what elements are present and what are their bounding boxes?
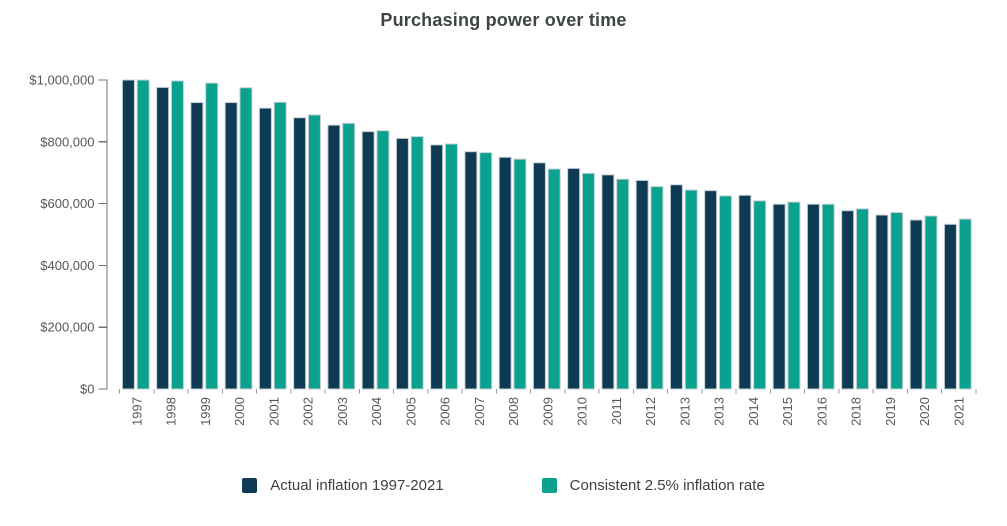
chart-legend: Actual inflation 1997-2021 Consistent 2.… [0, 477, 1007, 494]
bar-consistent-2013-16 [684, 189, 698, 390]
x-axis-label: 2013 [677, 397, 692, 426]
x-axis-label: 2003 [335, 397, 350, 426]
bar-actual-2019-22 [875, 214, 889, 390]
bar-actual-1999-2 [190, 102, 204, 390]
bar-consistent-2005-8 [410, 136, 424, 390]
bar-actual-2008-11 [498, 156, 512, 390]
y-axis-label: $1,000,000 [29, 73, 94, 88]
bar-actual-2002-5 [293, 117, 307, 390]
legend-swatch-actual-inflation [242, 478, 258, 493]
bar-actual-2005-8 [395, 137, 409, 390]
bar-actual-2010-13 [567, 167, 581, 390]
x-axis-label: 1998 [164, 397, 179, 426]
y-axis-label: $600,000 [40, 196, 94, 211]
bar-actual-2001-4 [258, 107, 272, 390]
y-axis-label: $400,000 [40, 258, 94, 273]
bar-consistent-1998-1 [170, 80, 184, 390]
x-axis-label: 2004 [369, 397, 384, 426]
bar-consistent-2021-24 [958, 218, 972, 390]
legend-item-actual-inflation: Actual inflation 1997-2021 [242, 477, 444, 494]
x-axis-label: 1999 [198, 397, 213, 426]
x-axis-label: 2007 [472, 397, 487, 426]
bar-consistent-2013-17 [718, 195, 732, 390]
bar-consistent-2002-5 [307, 114, 321, 390]
bar-actual-2016-20 [806, 203, 820, 390]
x-axis-label: 2002 [301, 397, 316, 426]
bar-actual-2014-18 [738, 194, 752, 390]
bar-actual-2013-16 [669, 184, 683, 390]
bar-consistent-2003-6 [342, 122, 356, 390]
x-axis-label: 2021 [951, 397, 966, 426]
x-axis-label: 2013 [712, 397, 727, 426]
bar-consistent-2012-15 [650, 186, 664, 390]
x-axis-label: 2001 [266, 397, 281, 426]
bar-actual-2007-10 [464, 151, 478, 390]
bar-consistent-2000-3 [239, 87, 253, 390]
bar-actual-1997-0 [121, 79, 135, 390]
bar-actual-2003-6 [327, 124, 341, 390]
x-axis-label: 2006 [438, 397, 453, 426]
bar-consistent-2016-20 [821, 203, 835, 390]
bar-actual-2015-19 [772, 203, 786, 390]
bar-consistent-2004-7 [376, 130, 390, 390]
x-axis-label: 2016 [814, 397, 829, 426]
bar-actual-2000-3 [224, 102, 238, 390]
bar-consistent-1999-2 [205, 82, 219, 390]
x-axis-label: 2019 [883, 397, 898, 426]
bar-actual-2004-7 [361, 131, 375, 390]
x-axis-label: 2008 [506, 397, 521, 426]
bar-consistent-2008-11 [513, 158, 527, 390]
bar-actual-2018-21 [841, 210, 855, 390]
x-axis-label: 2009 [540, 397, 555, 426]
bar-consistent-2014-18 [753, 200, 767, 390]
legend-label-actual-inflation: Actual inflation 1997-2021 [270, 477, 444, 494]
bar-actual-1998-1 [156, 86, 170, 390]
y-axis-label: $0 [80, 382, 94, 397]
x-axis-label: 2005 [403, 397, 418, 426]
bar-actual-2020-23 [909, 219, 923, 390]
bar-consistent-2018-21 [855, 208, 869, 390]
bar-consistent-2011-14 [616, 178, 630, 390]
bar-actual-2012-15 [635, 179, 649, 390]
x-axis-label: 2018 [849, 397, 864, 426]
bar-consistent-2009-12 [547, 168, 561, 390]
x-axis-label: 2015 [780, 397, 795, 426]
legend-label-consistent-inflation: Consistent 2.5% inflation rate [569, 477, 765, 494]
bar-actual-2011-14 [601, 174, 615, 390]
x-axis-label: 2012 [643, 397, 658, 426]
bar-consistent-2010-13 [581, 172, 595, 390]
bar-actual-2021-24 [943, 223, 957, 390]
bar-consistent-2015-19 [787, 201, 801, 390]
y-axis-label: $200,000 [40, 320, 94, 335]
bar-consistent-2019-22 [890, 212, 904, 390]
y-axis-label: $800,000 [40, 134, 94, 149]
x-axis-label: 2010 [575, 397, 590, 426]
bar-consistent-2020-23 [924, 215, 938, 390]
bar-consistent-2001-4 [273, 101, 287, 390]
legend-item-consistent-inflation: Consistent 2.5% inflation rate [541, 477, 765, 494]
bar-actual-2006-9 [430, 144, 444, 390]
chart-title: Purchasing power over time [380, 10, 627, 30]
x-axis-label: 2014 [746, 397, 761, 426]
x-axis-label: 2000 [232, 397, 247, 426]
bar-actual-2013-17 [704, 190, 718, 390]
bar-consistent-2007-10 [479, 152, 493, 390]
bar-consistent-1997-0 [136, 79, 150, 390]
x-axis-label: 1997 [129, 397, 144, 426]
legend-swatch-consistent-inflation [541, 478, 557, 493]
x-axis-label: 2011 [609, 397, 624, 425]
bar-actual-2009-12 [532, 162, 546, 390]
x-axis-label: 2020 [917, 397, 932, 426]
bar-consistent-2006-9 [444, 143, 458, 390]
